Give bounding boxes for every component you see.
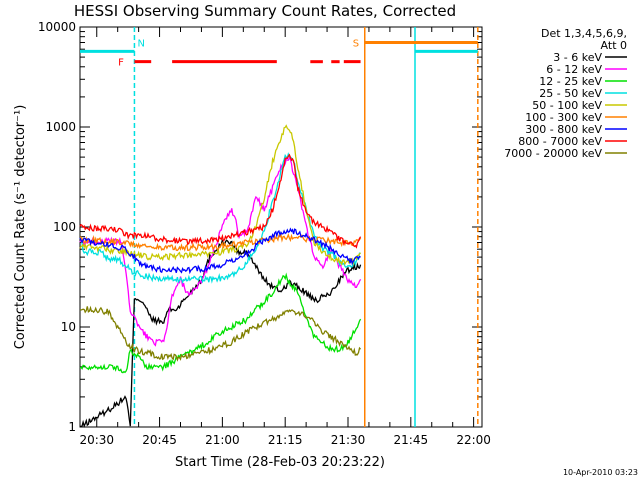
legend-header: Att 0 — [601, 39, 627, 52]
x-axis-label: Start Time (28-Feb-03 20:23:22) — [175, 455, 385, 470]
legend-header: Det 1,3,4,5,6,9, — [541, 27, 627, 40]
x-tick-label: 21:45 — [394, 433, 429, 447]
status-markers: N F S — [80, 27, 479, 427]
legend-label: 800 - 7000 keV — [518, 135, 602, 148]
series-line — [79, 156, 362, 347]
x-tick-label: 21:00 — [205, 433, 240, 447]
x-tick-label: 20:30 — [79, 433, 114, 447]
x-tick-label: 21:30 — [331, 433, 366, 447]
y-axis-label: Corrected Count Rate (s⁻¹ detector⁻¹) — [13, 105, 28, 350]
x-tick-label: 20:45 — [142, 433, 177, 447]
y-tick-label: 10 — [61, 320, 76, 334]
y-tick-label: 1 — [68, 420, 76, 434]
series-lines — [79, 124, 362, 428]
tick-marks — [80, 26, 482, 428]
series-line — [79, 272, 362, 374]
series-line — [79, 239, 362, 428]
y-tick-label: 1000 — [45, 120, 76, 134]
x-tick-label: 22:00 — [456, 433, 491, 447]
status-annotation: S — [353, 38, 359, 49]
footer-date: 10-Apr-2010 03:23 — [563, 468, 638, 477]
legend-label: 12 - 25 keV — [539, 75, 602, 88]
status-annotation: F — [118, 58, 124, 69]
legend-label: 3 - 6 keV — [553, 51, 602, 64]
plot-area — [79, 26, 483, 428]
series-line — [79, 152, 361, 285]
legend-label: 300 - 800 keV — [525, 123, 602, 136]
status-annotation: N — [137, 38, 144, 49]
legend-label: 7000 - 20000 keV — [504, 147, 602, 160]
series-line — [79, 153, 362, 249]
chart-title: HESSI Observing Summary Count Rates, Cor… — [74, 2, 456, 20]
y-tick-label: 100 — [53, 220, 76, 234]
y-tick-labels: 1 10 100 1000 10000 — [38, 20, 76, 434]
series-line — [79, 227, 361, 275]
y-tick-label: 10000 — [38, 20, 76, 34]
legend-label: 100 - 300 keV — [525, 111, 602, 124]
x-tick-labels: 20:30 20:45 21:00 21:15 21:30 21:45 22:00 — [79, 433, 490, 447]
legend-label: 50 - 100 keV — [532, 99, 602, 112]
legend-label: 25 - 50 keV — [539, 87, 602, 100]
series-line — [80, 233, 362, 252]
series-line — [79, 305, 362, 362]
x-tick-label: 21:15 — [268, 433, 303, 447]
legend-label: 6 - 12 keV — [546, 63, 602, 76]
